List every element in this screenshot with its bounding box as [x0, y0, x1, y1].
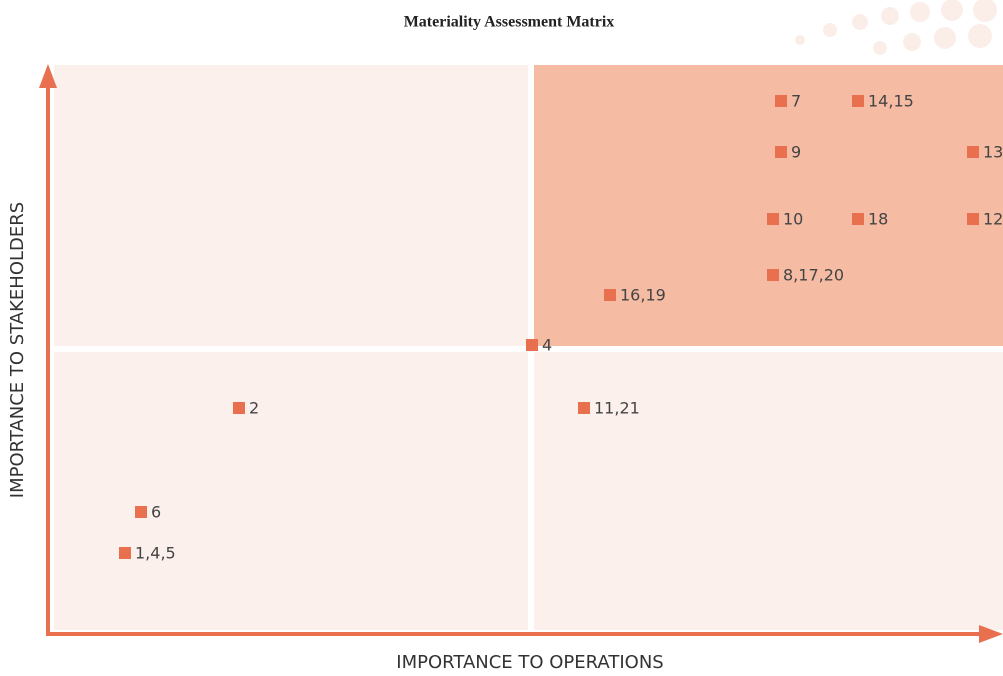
page: Materiality Assessment Matrix IMPORTANCE… — [0, 0, 1003, 676]
item-marker — [526, 339, 538, 351]
x-axis-label: IMPORTANCE TO OPERATIONS — [396, 652, 663, 673]
item-marker — [578, 402, 590, 414]
item-label: 16,19 — [620, 286, 666, 305]
item-marker — [852, 95, 864, 107]
item-label: 14,15 — [868, 92, 914, 111]
item-label: 13 — [983, 143, 1003, 162]
quadrant-high — [534, 65, 1003, 346]
item-marker — [767, 213, 779, 225]
item-marker — [767, 269, 779, 281]
item-label: 2 — [249, 399, 259, 418]
item-marker — [775, 95, 787, 107]
item-marker — [775, 146, 787, 158]
item-label: 7 — [791, 92, 801, 111]
item-marker — [967, 213, 979, 225]
item-marker — [967, 146, 979, 158]
item-label: 1,4,5 — [135, 544, 176, 563]
title: Materiality Assessment Matrix — [404, 14, 615, 31]
quadrant — [54, 65, 528, 346]
item-label: 10 — [783, 210, 803, 229]
quadrant — [534, 352, 1003, 630]
item-marker — [852, 213, 864, 225]
item-marker — [604, 289, 616, 301]
item-label: 6 — [151, 503, 161, 522]
quadrant — [54, 352, 528, 630]
item-marker — [119, 547, 131, 559]
item-label: 12 — [983, 210, 1003, 229]
matrix: Materiality Assessment Matrix IMPORTANCE… — [0, 0, 1003, 676]
item-label: 9 — [791, 143, 801, 162]
item-marker — [233, 402, 245, 414]
item-label: 8,17,20 — [783, 266, 844, 285]
dot-pattern — [795, 0, 997, 55]
item-label: 18 — [868, 210, 888, 229]
item-label: 4 — [542, 336, 552, 355]
y-axis-label: IMPORTANCE TO STAKEHOLDERS — [7, 202, 28, 498]
item-label: 11,21 — [594, 399, 640, 418]
item-marker — [135, 506, 147, 518]
